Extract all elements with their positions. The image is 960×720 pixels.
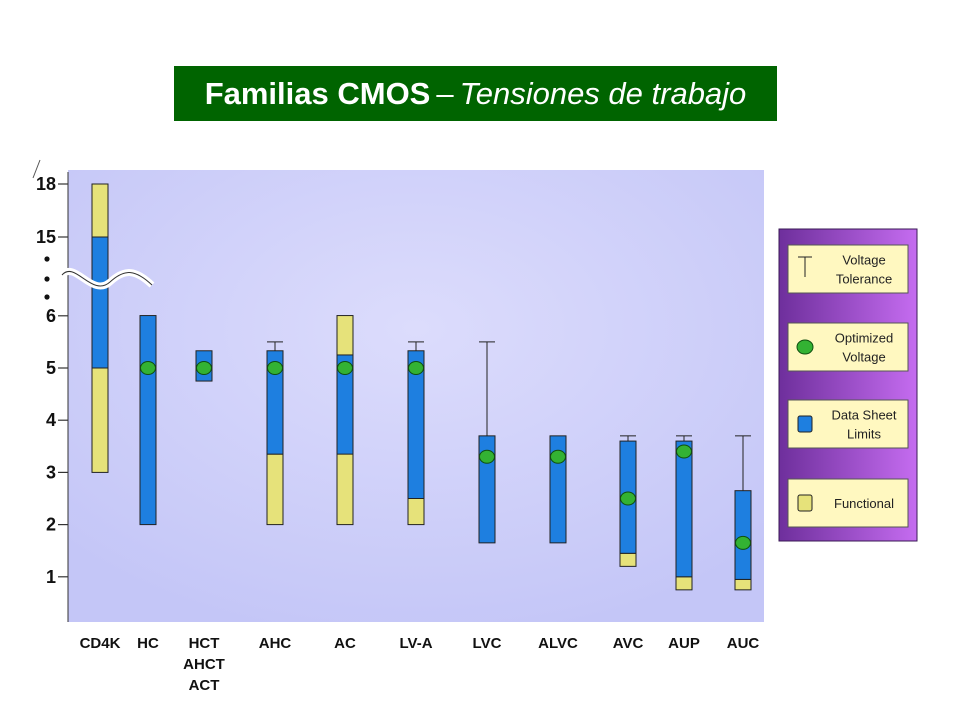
category-label: ACT (189, 677, 220, 694)
optimized-voltage-dot (735, 535, 751, 550)
optimized-voltage-dot (676, 444, 692, 459)
datasheet-range (266, 350, 284, 455)
x-axis-labels: CD4K HC HCT AHCT ACT AHC AC LV-A LVC ALVC AVC AUP AU… (80, 635, 760, 694)
legend-label: Voltage (842, 253, 885, 268)
datasheet-range (675, 440, 693, 578)
optimized-symbol-icon (796, 339, 814, 355)
bar-alvc (549, 435, 567, 544)
bar-ahc (266, 341, 284, 526)
category-label: HCT (189, 635, 220, 652)
legend-item-optimized: Optimized Voltage (787, 322, 909, 372)
datasheet-range (91, 236, 109, 369)
category-label: LVC (473, 635, 502, 652)
category-label: ALVC (538, 635, 578, 652)
functional-symbol-icon (797, 494, 813, 512)
chart-title-separator: – (436, 75, 454, 111)
category-label: AHC (259, 635, 292, 652)
bar-ac (336, 315, 354, 526)
y-tick-label: 3 (46, 462, 56, 482)
bar-auc (734, 435, 752, 591)
bar-aup (675, 435, 693, 591)
optimized-voltage-dot (479, 449, 495, 464)
legend-label: Tolerance (836, 272, 892, 287)
axis-ellipsis-dot (44, 276, 50, 282)
legend-label: Voltage (842, 350, 885, 365)
y-tick-label: 1 (46, 567, 56, 587)
category-label: LV-A (399, 635, 432, 652)
functional-range (407, 498, 425, 526)
chart-title-subtitle: Tensiones de trabajo (459, 75, 747, 111)
optimized-voltage-dot (267, 361, 283, 375)
y-tick-label: 5 (46, 358, 56, 378)
functional-range (675, 576, 693, 591)
datasheet-range (336, 354, 354, 455)
bar-avc (619, 435, 637, 567)
legend-label: Data Sheet (831, 408, 896, 423)
optimized-voltage-dot (408, 361, 424, 375)
category-label: AUC (727, 635, 760, 652)
y-tick-label: 4 (46, 410, 56, 430)
category-label: AUP (668, 635, 700, 652)
category-label: HC (137, 635, 159, 652)
legend: Voltage Tolerance Optimized Voltage Data She… (778, 228, 918, 542)
category-label: AHCT (183, 656, 225, 673)
optimized-voltage-dot (140, 361, 156, 375)
optimized-voltage-dot (196, 361, 212, 375)
bar-cd4k (91, 183, 109, 473)
legend-item-box (787, 244, 909, 294)
legend-item-datasheet: Data Sheet Limits (787, 399, 909, 449)
chart-title-main: Familias CMOS (204, 75, 431, 111)
optimized-voltage-dot (337, 361, 353, 375)
bar-hct (195, 350, 213, 382)
legend-item-tolerance: Voltage Tolerance (787, 244, 909, 294)
functional-range (266, 453, 284, 526)
y-axis: 1 2 3 4 5 6 15 18 (32, 159, 69, 622)
legend-item-box (787, 399, 909, 449)
datasheet-range (407, 350, 425, 499)
axis-break-mark (32, 159, 41, 179)
axis-break-squiggle-outline (61, 271, 153, 287)
bar-hc (139, 315, 157, 526)
chart-title-banner: Familias CMOS – Tensiones de trabajo (174, 66, 777, 121)
datasheet-range (734, 490, 752, 580)
legend-label: Limits (847, 427, 881, 442)
y-tick-label: 15 (36, 227, 56, 247)
category-label: AVC (613, 635, 644, 652)
datasheet-range (139, 315, 157, 526)
y-tick-label: 2 (46, 515, 56, 535)
category-label: AC (334, 635, 356, 652)
y-tick-label: 6 (46, 306, 56, 326)
legend-label: Optimized (835, 331, 894, 346)
category-label: CD4K (80, 635, 121, 652)
functional-range (619, 552, 637, 567)
optimized-voltage-dot (620, 491, 636, 506)
legend-item-functional: Functional (787, 478, 909, 528)
bar-lvc (478, 341, 496, 544)
legend-label: Functional (834, 496, 894, 511)
axis-ellipsis-dot (44, 256, 50, 262)
axis-ellipsis-dot (44, 294, 50, 300)
functional-range (734, 578, 752, 591)
y-tick-label: 18 (36, 174, 56, 194)
optimized-voltage-dot (550, 449, 566, 464)
bar-lv-a (407, 341, 425, 526)
datasheet-symbol-icon (797, 415, 813, 433)
bars-group (59, 183, 752, 591)
